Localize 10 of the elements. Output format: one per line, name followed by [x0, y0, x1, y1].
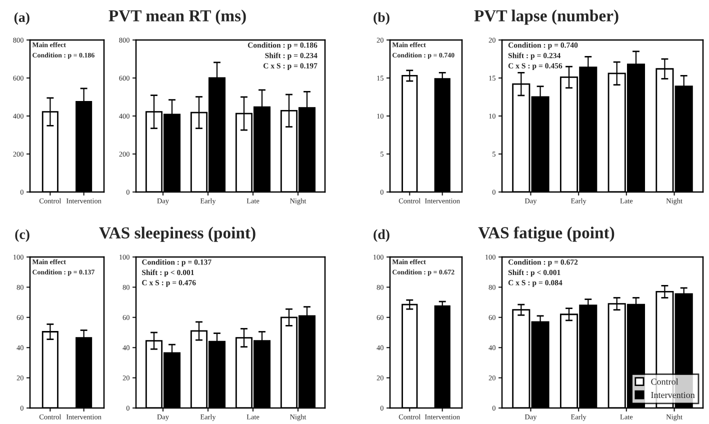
chart-title: (b) — [374, 12, 390, 25]
chart-title: (a) — [14, 12, 30, 25]
chart-title: (c) — [15, 229, 30, 242]
legend-label: Control — [651, 378, 678, 385]
chart-title: VAS sleepiness (point) — [99, 226, 256, 242]
chart-title: PVT lapse (number) — [474, 10, 618, 25]
legend-label: Intervention — [651, 392, 695, 398]
chart-title: VAS fatigue (point) — [478, 226, 614, 242]
chart-title: PVT mean RT (ms) — [108, 10, 246, 25]
chart-title: (d) — [374, 229, 390, 242]
